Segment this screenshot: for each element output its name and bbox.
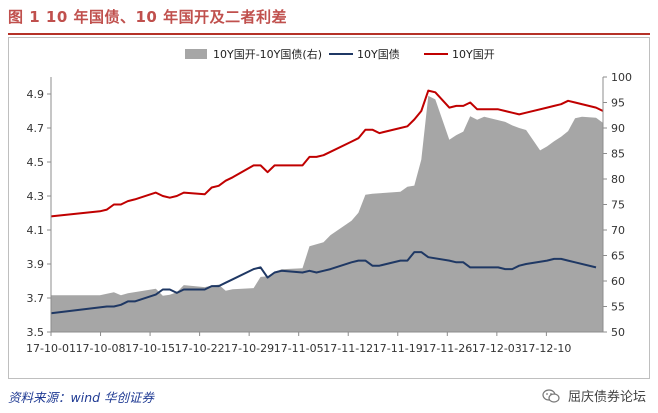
y-right-tick-label: 85	[611, 148, 625, 161]
y-right-tick-label: 80	[611, 173, 625, 186]
y-right-tick-label: 55	[611, 301, 625, 314]
wechat-icon	[542, 389, 560, 403]
y-left-tick-label: 4.1	[27, 224, 45, 237]
x-tick-label: 17-11-19	[373, 342, 423, 355]
chart-svg: 3.5 3.7 3.9 4.1 4.3 4.5 4.7 4.9 50 55 60 65 70 75 80 85…	[26, 47, 632, 355]
y-left-tick-label: 3.7	[27, 292, 45, 305]
y-left-tick-label: 3.5	[27, 326, 45, 339]
y-right-tick-label: 90	[611, 122, 625, 135]
y-right-tick-label: 50	[611, 326, 625, 339]
x-tick-label: 17-11-12	[323, 342, 373, 355]
y-right-tick-label: 65	[611, 250, 625, 263]
x-tick-label: 17-10-15	[125, 342, 175, 355]
x-tick-label: 17-10-29	[224, 342, 274, 355]
series-area-spread	[51, 95, 603, 333]
legend-label: 10Y国开-10Y国债(右)	[213, 47, 322, 61]
x-tick-label: 17-11-26	[422, 342, 472, 355]
x-tick-label: 17-11-05	[274, 342, 324, 355]
watermark: 屈庆债券论坛	[542, 386, 646, 405]
y-right-tick-label: 100	[611, 71, 632, 84]
legend-label: 10Y国开	[452, 48, 495, 61]
watermark-text: 屈庆债券论坛	[567, 390, 646, 405]
y-left-tick-label: 4.9	[27, 88, 45, 101]
y-left-tick-label: 4.7	[27, 122, 45, 135]
series-line-cdb	[50, 89, 604, 218]
y-left-tick-label: 4.3	[27, 190, 45, 203]
figure-title: 图 1 10 年国债、10 年国开及二者利差	[8, 8, 288, 26]
y-right-tick-label: 60	[611, 275, 625, 288]
legend-swatch-spread	[185, 49, 207, 59]
y-right-tick-label: 95	[611, 97, 625, 110]
x-tick-label: 17-12-10	[521, 342, 571, 355]
series-line-cgb	[50, 251, 597, 315]
y-left-tick-label: 4.5	[27, 156, 45, 169]
legend-label: 10Y国债	[357, 47, 400, 61]
y-left-tick-label: 3.9	[27, 258, 45, 271]
x-tick-label: 17-10-01	[26, 342, 76, 355]
x-tick-label: 17-10-08	[76, 342, 126, 355]
y-right-tick-label: 70	[611, 224, 625, 237]
title-rule	[8, 33, 650, 35]
chart-panel: 3.5 3.7 3.9 4.1 4.3 4.5 4.7 4.9 50 55 60 65 70 75 80 85…	[8, 37, 650, 379]
x-tick-label: 17-10-22	[175, 342, 225, 355]
y-right-tick-label: 75	[611, 199, 625, 212]
source-note: 资料来源：wind 华创证券	[8, 390, 155, 405]
x-tick-label: 17-12-03	[472, 342, 522, 355]
